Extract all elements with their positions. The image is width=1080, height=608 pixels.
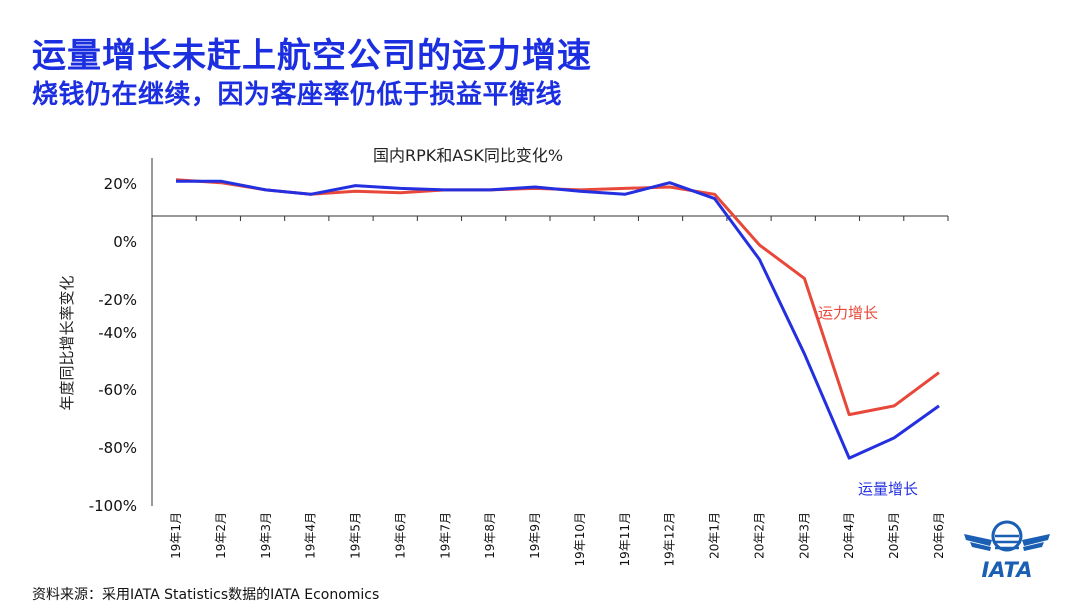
y-tick-label: -80% — [98, 439, 137, 457]
x-axis — [151, 215, 949, 221]
y-tick-label: 0% — [113, 233, 137, 251]
y-tick-label: -40% — [98, 324, 137, 342]
x-tick-label: 19年3月 — [259, 512, 273, 559]
x-tick-label: 19年10月 — [573, 512, 587, 567]
y-tick-label: -20% — [98, 291, 137, 309]
x-tick-label: 19年4月 — [304, 512, 318, 559]
page-title: 运量增长未赶上航空公司的运力增速 — [32, 36, 592, 76]
y-tick-label: 20% — [104, 175, 137, 193]
x-tick-label: 20年3月 — [797, 512, 811, 559]
x-tick-label: 19年6月 — [393, 512, 407, 559]
chart-title: 国内RPK和ASK同比变化% — [373, 146, 563, 165]
x-axis-tick-labels: 19年1月 19年2月 19年3月 19年4月 19年5月 19年6月 19年7月 19年8月… — [169, 512, 946, 567]
x-tick-label: 20年1月 — [708, 512, 722, 559]
iata-logo: IATA — [962, 520, 1052, 584]
x-tick-label: 19年9月 — [528, 512, 542, 559]
y-tick-label: -60% — [98, 381, 137, 399]
x-tick-label: 20年4月 — [842, 512, 856, 559]
x-tick-label: 19年11月 — [618, 512, 632, 567]
y-axis-ticks: 20% 0% -20% -40% -60% -80% -100% — [89, 175, 137, 515]
source-note: 资料来源：采用IATA Statistics数据的IATA Economics — [32, 587, 380, 603]
logo-text: IATA — [981, 558, 1032, 580]
x-tick-label: 20年2月 — [752, 512, 766, 559]
series-lines — [175, 178, 940, 460]
series-label-capacity: 运力增长 — [818, 304, 878, 322]
x-tick-label: 19年2月 — [214, 512, 228, 559]
series-line-capacity — [175, 178, 940, 417]
x-tick-label: 19年12月 — [663, 512, 677, 567]
page-subtitle: 烧钱仍在继续，因为客座率仍低于损益平衡线 — [32, 80, 563, 110]
x-tick-label: 19年7月 — [438, 512, 452, 559]
series-label-traffic: 运量增长 — [858, 480, 918, 498]
y-tick-label: -100% — [89, 497, 137, 515]
x-tick-label: 20年5月 — [887, 512, 901, 559]
y-axis-label: 年度同比增长率变化 — [58, 275, 76, 410]
x-tick-label: 20年6月 — [932, 512, 946, 559]
x-tick-label: 19年8月 — [483, 512, 497, 559]
x-tick-label: 19年1月 — [169, 512, 183, 559]
x-tick-label: 19年5月 — [349, 512, 363, 559]
series-line-traffic — [176, 179, 940, 460]
